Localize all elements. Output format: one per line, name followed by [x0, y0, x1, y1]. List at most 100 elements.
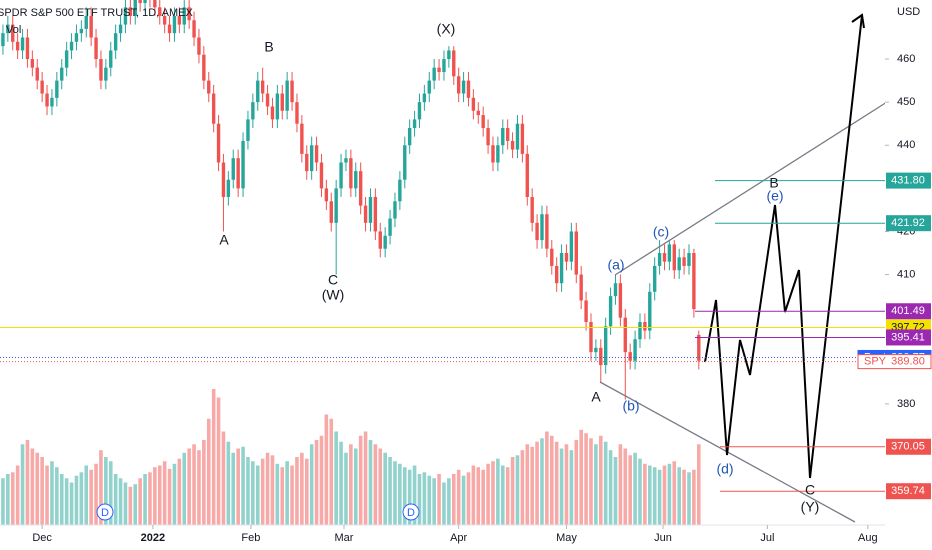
candle-body — [79, 28, 84, 34]
wave-label: B — [769, 175, 778, 191]
volume-bar — [554, 441, 559, 525]
candle-body — [35, 67, 39, 81]
volume-bar — [432, 478, 436, 525]
level-label: 370.05 — [891, 441, 925, 453]
volume-bar — [314, 440, 319, 525]
candle-body — [94, 37, 98, 60]
volume-bar — [407, 469, 412, 525]
level-label: 359.74 — [891, 485, 925, 497]
volume-bar — [20, 444, 25, 525]
volume-layer — [1, 389, 701, 525]
candle-body — [64, 50, 69, 68]
volume-bar — [231, 452, 236, 525]
candle-body — [216, 123, 221, 163]
candle-body — [363, 205, 368, 223]
level-label: 421.92 — [891, 217, 925, 229]
candle-body — [187, 7, 191, 21]
candle-body — [265, 93, 270, 107]
volume-bar — [510, 457, 515, 525]
volume-bar — [422, 472, 427, 525]
volume-bar — [241, 446, 245, 525]
volume-bar — [667, 463, 672, 525]
volume-bar — [177, 458, 182, 525]
candle-body — [256, 80, 260, 103]
candle-body — [334, 188, 338, 223]
volume-bar — [211, 389, 216, 525]
volume-bar — [613, 457, 618, 525]
volume-bar — [182, 452, 187, 525]
candle-body — [319, 162, 324, 189]
candle-body — [45, 93, 49, 107]
candle-body — [69, 41, 74, 51]
candle-body — [559, 253, 564, 284]
wave-label: (e) — [766, 188, 783, 204]
candle-body — [608, 296, 613, 327]
candle-body — [407, 128, 412, 146]
volume-bar — [251, 461, 255, 525]
candle-body — [349, 158, 353, 189]
candle-body — [25, 37, 30, 60]
volume-bar — [99, 450, 103, 525]
x-tick-label: Feb — [241, 532, 260, 544]
volume-bar — [559, 448, 564, 525]
channel-upper — [614, 101, 888, 276]
candle-body — [383, 235, 387, 249]
candle-body — [501, 128, 505, 146]
candle-body — [496, 145, 500, 163]
dividend-label: D — [101, 507, 109, 519]
volume-bar — [682, 469, 686, 525]
volume-bar — [148, 472, 152, 525]
volume-bar — [652, 467, 657, 525]
volume-bar — [393, 461, 397, 525]
candle-body — [422, 93, 427, 103]
candle-body — [569, 231, 574, 262]
candle-body — [540, 214, 544, 241]
candle-body — [412, 119, 417, 129]
candle-body — [329, 201, 333, 223]
volume-bar — [206, 418, 211, 525]
volume-bar — [40, 457, 44, 525]
volume-bar — [476, 467, 481, 525]
volume-bar — [402, 467, 407, 525]
arrow-head — [851, 13, 865, 29]
candle-body — [339, 162, 343, 189]
volume-bar — [309, 444, 314, 525]
volume-bar — [275, 463, 280, 525]
candle-body — [530, 196, 534, 223]
wave-label: (Y) — [801, 499, 820, 515]
volume-bar — [373, 444, 378, 525]
volume-bar — [6, 474, 10, 525]
candle-body — [618, 283, 623, 318]
volume-bar — [525, 444, 530, 525]
wave-label: A — [219, 232, 229, 248]
wave-label: B — [264, 39, 273, 55]
currency: USD — [897, 6, 920, 18]
price-axis — [885, 0, 932, 550]
volume-bar — [118, 478, 123, 525]
candle-body — [648, 291, 652, 331]
volume-bar — [584, 433, 588, 525]
volume-bar — [608, 450, 613, 525]
y-tick-label: 440 — [897, 139, 915, 151]
candle-body — [403, 145, 407, 180]
candle-body — [662, 253, 667, 262]
volume-bar — [451, 474, 456, 525]
volume-bar — [657, 469, 662, 525]
candle-body — [550, 248, 554, 266]
volume-bar — [368, 440, 373, 525]
volume-bar — [535, 441, 539, 525]
wave-label: (d) — [716, 461, 733, 477]
wave-label: C — [805, 482, 815, 498]
candle-body — [260, 80, 265, 94]
candle-body — [554, 265, 559, 284]
volume-bar — [172, 463, 177, 525]
volume-bar — [1, 478, 5, 525]
volume-bar — [192, 444, 196, 525]
quote-tag — [857, 354, 932, 370]
volume-bar — [677, 467, 681, 525]
candle-body — [50, 97, 54, 107]
candle-body — [143, 0, 147, 4]
dividend-marker — [96, 503, 114, 521]
volume-label: Vol — [6, 24, 21, 36]
volume-bar — [236, 448, 240, 525]
